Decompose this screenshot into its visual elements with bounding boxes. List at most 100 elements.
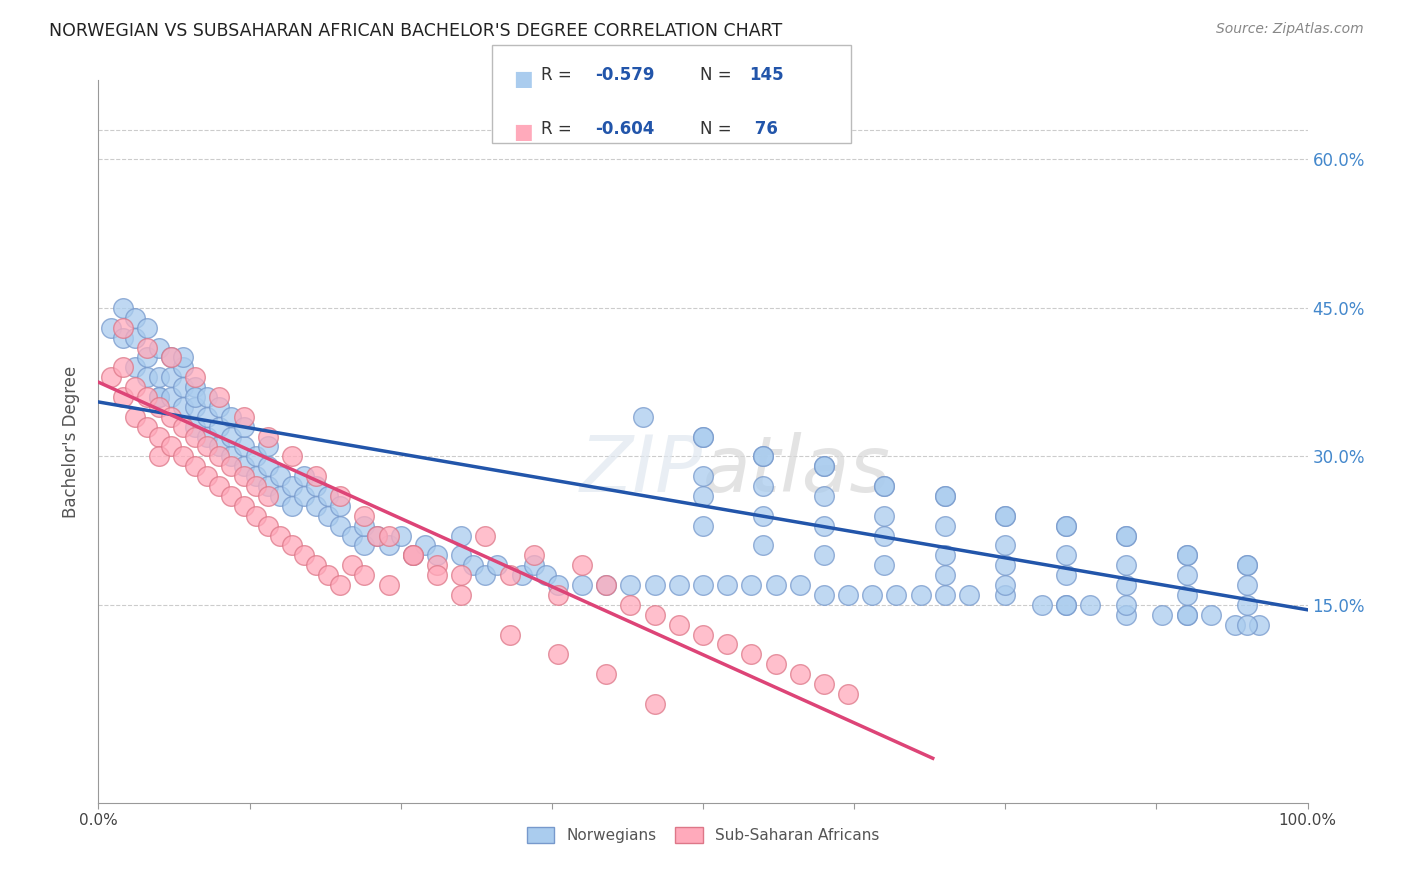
Y-axis label: Bachelor's Degree: Bachelor's Degree [62, 366, 80, 517]
Point [813, 588, 835, 602]
Point [172, 450, 194, 464]
Point [752, 450, 775, 464]
Point [752, 479, 775, 493]
Point [292, 489, 315, 503]
Point [486, 558, 509, 573]
Point [232, 469, 254, 483]
Point [1115, 528, 1137, 542]
Point [256, 440, 278, 454]
Point [547, 588, 569, 602]
Point [124, 360, 146, 375]
Point [644, 697, 666, 711]
Point [195, 409, 218, 424]
Text: ZIP: ZIP [581, 433, 703, 508]
Point [934, 518, 956, 533]
Point [245, 479, 267, 493]
Point [292, 469, 315, 483]
Point [100, 320, 122, 334]
Point [595, 578, 617, 592]
Point [135, 351, 157, 365]
Point [402, 549, 425, 563]
Point [232, 459, 254, 474]
Point [402, 549, 425, 563]
Point [221, 409, 243, 424]
Point [305, 479, 328, 493]
Point [450, 528, 472, 542]
Point [873, 508, 896, 523]
Point [221, 429, 243, 443]
Point [813, 518, 835, 533]
Point [111, 330, 134, 344]
Point [232, 440, 254, 454]
Text: 145: 145 [749, 66, 785, 84]
Point [619, 578, 641, 592]
Point [1236, 617, 1258, 632]
Point [692, 627, 714, 641]
Text: ■: ■ [513, 69, 533, 88]
Point [1054, 518, 1077, 533]
Point [160, 351, 183, 365]
Point [160, 390, 183, 404]
Point [148, 370, 170, 384]
Point [1054, 518, 1077, 533]
Point [1115, 528, 1137, 542]
Point [994, 508, 1017, 523]
Point [474, 568, 496, 582]
Point [426, 568, 449, 582]
Point [934, 568, 956, 582]
Point [837, 687, 859, 701]
Point [195, 390, 218, 404]
Point [232, 419, 254, 434]
Point [124, 330, 146, 344]
Point [316, 568, 339, 582]
Point [377, 578, 399, 592]
Text: -0.604: -0.604 [595, 120, 654, 137]
Point [498, 627, 520, 641]
Point [111, 360, 134, 375]
Point [281, 479, 304, 493]
Point [184, 370, 207, 384]
Point [994, 578, 1017, 592]
Point [813, 459, 835, 474]
Point [221, 489, 243, 503]
Point [619, 598, 641, 612]
Point [111, 390, 134, 404]
Point [813, 549, 835, 563]
Point [281, 499, 304, 513]
Point [208, 390, 231, 404]
Point [1236, 558, 1258, 573]
Point [957, 588, 980, 602]
Point [873, 528, 896, 542]
Point [256, 479, 278, 493]
Point [631, 409, 654, 424]
Point [195, 429, 218, 443]
Point [184, 390, 207, 404]
Point [245, 508, 267, 523]
Point [208, 419, 231, 434]
Point [184, 400, 207, 414]
Point [184, 429, 207, 443]
Point [124, 380, 146, 394]
Point [934, 489, 956, 503]
Text: atlas: atlas [703, 433, 891, 508]
Point [148, 400, 170, 414]
Point [873, 479, 896, 493]
Point [994, 539, 1017, 553]
Point [1054, 568, 1077, 582]
Point [124, 310, 146, 325]
Point [1236, 578, 1258, 592]
Text: NORWEGIAN VS SUBSAHARAN AFRICAN BACHELOR'S DEGREE CORRELATION CHART: NORWEGIAN VS SUBSAHARAN AFRICAN BACHELOR… [49, 22, 783, 40]
Point [994, 508, 1017, 523]
Point [934, 489, 956, 503]
Point [873, 558, 896, 573]
Point [873, 479, 896, 493]
Point [668, 578, 690, 592]
Point [292, 549, 315, 563]
Point [160, 440, 183, 454]
Point [571, 578, 593, 592]
Point [1175, 568, 1198, 582]
Point [208, 400, 231, 414]
Point [256, 429, 278, 443]
Point [463, 558, 485, 573]
Point [135, 390, 157, 404]
